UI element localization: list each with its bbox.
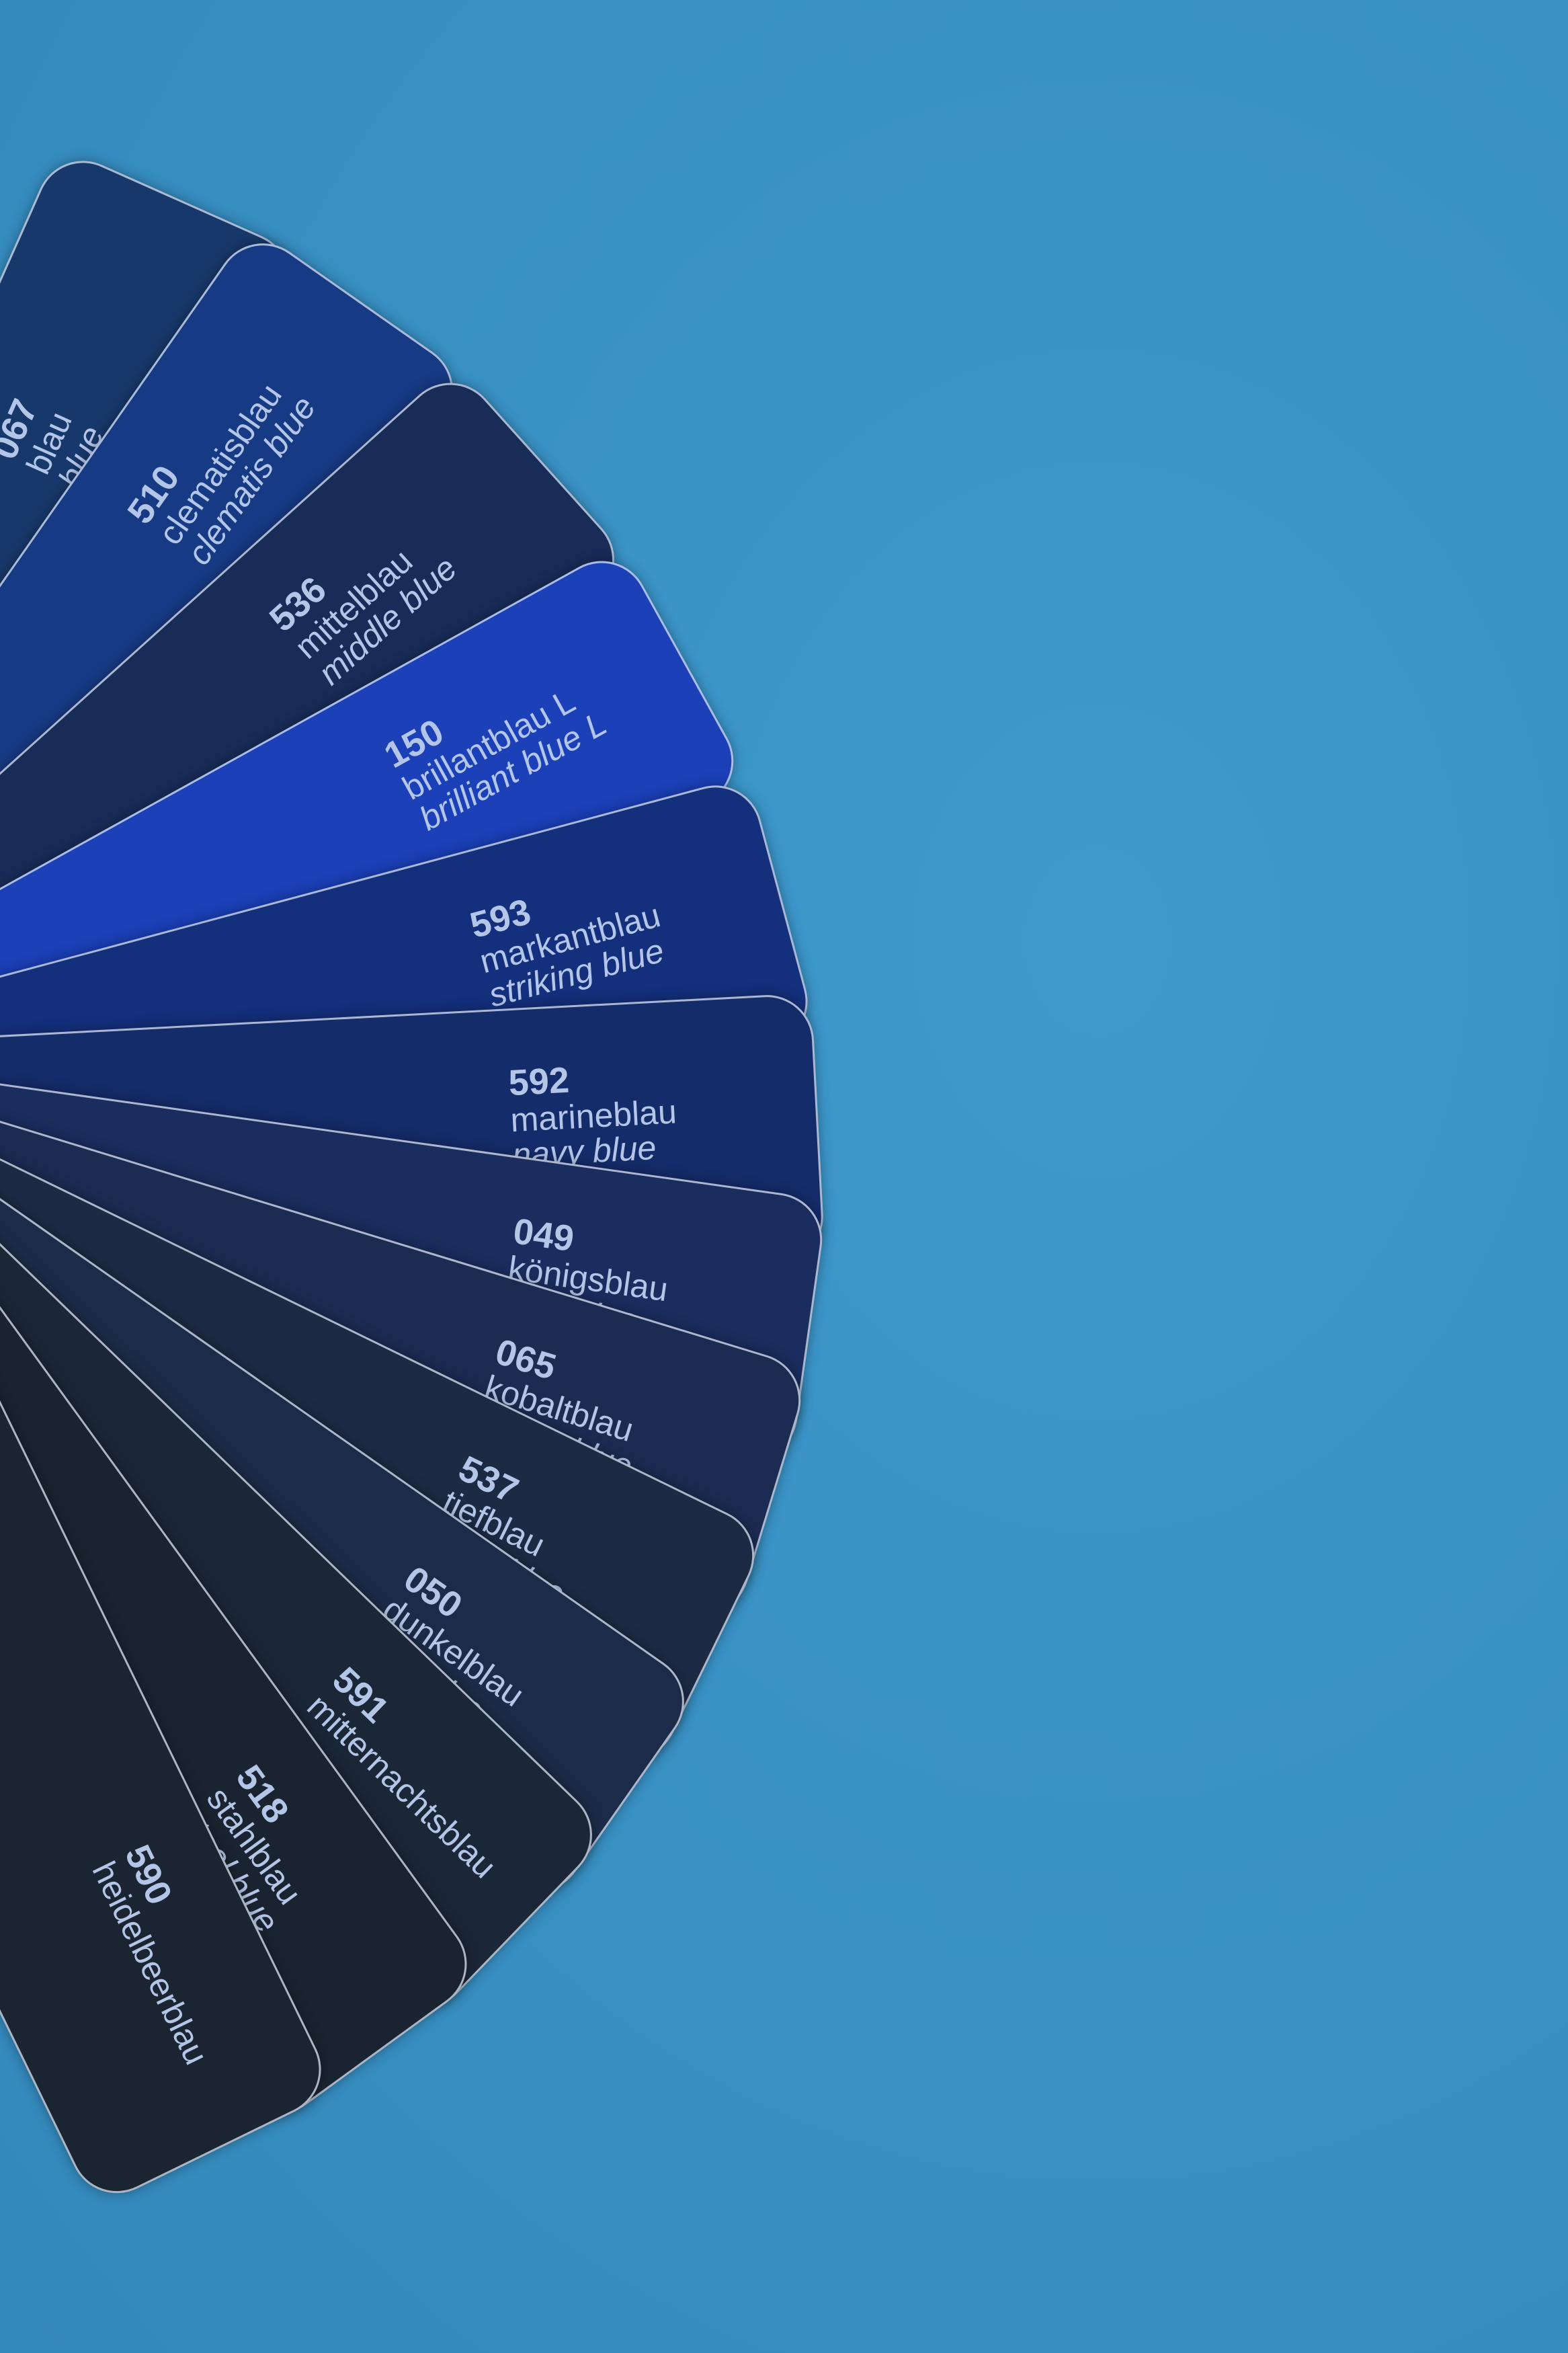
swatch-label: 592 marineblau navy blue [507, 1055, 679, 1174]
swatch-label: 590 heidelbeerblau [85, 1839, 249, 2070]
swatch-label: 593 markantblau striking blue [466, 861, 673, 1014]
